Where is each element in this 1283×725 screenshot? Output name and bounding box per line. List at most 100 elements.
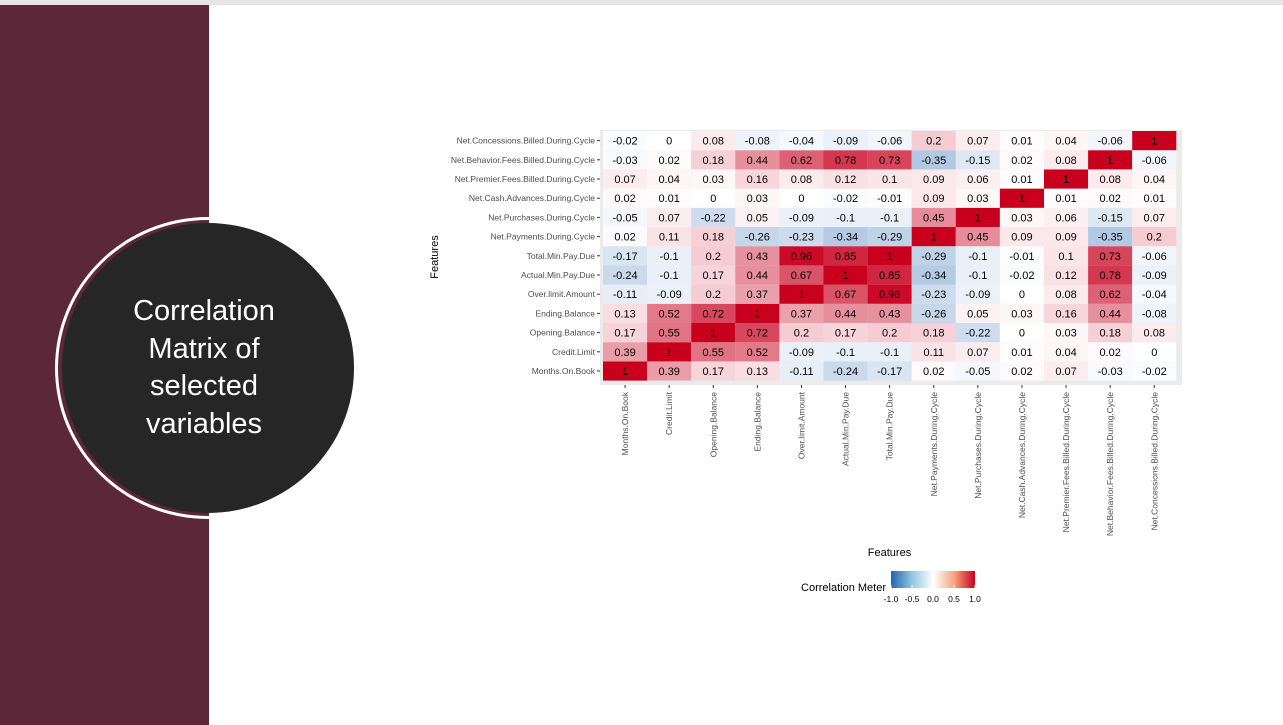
cell-value-label: -0.02 bbox=[1142, 366, 1167, 378]
heatmap-cell bbox=[1088, 188, 1133, 208]
cell-value-label: 0.08 bbox=[1055, 155, 1076, 167]
heatmap-cell bbox=[911, 265, 956, 285]
heatmap-cell bbox=[867, 284, 912, 304]
y-tick-label: Credit.Limit bbox=[552, 347, 596, 357]
cell-value-label: -0.26 bbox=[921, 308, 946, 320]
heatmap-cell bbox=[1088, 361, 1133, 381]
cell-value-label: -0.08 bbox=[745, 136, 770, 148]
heatmap-cell bbox=[735, 342, 780, 362]
cell-value-label: 0.96 bbox=[791, 251, 812, 263]
heatmap-cell bbox=[823, 150, 868, 170]
heatmap-cell bbox=[1044, 131, 1089, 151]
heatmap-cell bbox=[647, 323, 692, 343]
heatmap-cell bbox=[911, 303, 956, 323]
heatmap-cell bbox=[1088, 342, 1133, 362]
cell-value-label: -0.03 bbox=[613, 155, 638, 167]
cell-value-label: 0.03 bbox=[747, 193, 768, 205]
cell-value-label: 0.08 bbox=[703, 136, 724, 148]
cell-value-label: 1 bbox=[754, 308, 760, 320]
x-tick-label: Net.Cash.Advances.During.Cycle bbox=[1017, 392, 1027, 518]
cell-value-label: 0.73 bbox=[879, 155, 900, 167]
cell-value-label: 0.62 bbox=[1099, 289, 1120, 301]
legend-title: Correlation Meter bbox=[801, 582, 886, 594]
heatmap-cell bbox=[911, 207, 956, 227]
y-axis: Months.On.Book Credit.Limit Opening.Balanc… bbox=[451, 136, 600, 376]
heatmap-cell bbox=[691, 150, 736, 170]
heatmap-cell bbox=[823, 246, 868, 266]
cell-value-label: 1 bbox=[1019, 193, 1025, 205]
heatmap-cell bbox=[779, 246, 824, 266]
heatmap-cell bbox=[603, 361, 648, 381]
y-tick-label: Opening.Balance bbox=[530, 328, 595, 338]
heatmap-cell bbox=[999, 227, 1044, 247]
heatmap-cell bbox=[735, 303, 780, 323]
cell-value-label: -0.09 bbox=[965, 289, 990, 301]
heatmap-cell bbox=[867, 246, 912, 266]
heatmap-cell bbox=[999, 303, 1044, 323]
heatmap-cell bbox=[823, 323, 868, 343]
cell-value-label: -0.05 bbox=[965, 366, 990, 378]
heatmap-cell bbox=[603, 303, 648, 323]
heatmap-cell bbox=[999, 207, 1044, 227]
heatmap-cell bbox=[691, 246, 736, 266]
heatmap-cell bbox=[1132, 150, 1177, 170]
heatmap-cell bbox=[867, 188, 912, 208]
heatmap-cell bbox=[779, 303, 824, 323]
heatmap-cell bbox=[647, 227, 692, 247]
heatmap-cell bbox=[911, 246, 956, 266]
cell-value-label: 0.2 bbox=[926, 136, 941, 148]
heatmap-cell bbox=[911, 361, 956, 381]
heatmap-cell bbox=[1044, 284, 1089, 304]
cell-value-label: 0.37 bbox=[747, 289, 768, 301]
heatmap-cell bbox=[999, 169, 1044, 189]
heatmap-cell bbox=[1088, 227, 1133, 247]
cell-value-label: -0.03 bbox=[1098, 366, 1123, 378]
heatmap-cell bbox=[1132, 265, 1177, 285]
heatmap-cell bbox=[647, 265, 692, 285]
cell-value-label: 0.52 bbox=[658, 308, 679, 320]
cell-value-label: 0.17 bbox=[703, 366, 724, 378]
heatmap-cell bbox=[603, 131, 648, 151]
cell-value-label: -0.1 bbox=[880, 212, 899, 224]
heatmap-cell bbox=[1044, 207, 1089, 227]
cell-value-label: 0.44 bbox=[747, 270, 768, 282]
heatmap-cell bbox=[691, 303, 736, 323]
cell-value-label: 0.44 bbox=[747, 155, 768, 167]
heatmap-cell bbox=[735, 169, 780, 189]
cell-value-label: -0.09 bbox=[1142, 270, 1167, 282]
cell-value-label: 0.18 bbox=[703, 155, 724, 167]
cell-value-label: -0.34 bbox=[833, 232, 858, 244]
heatmap-cell bbox=[735, 227, 780, 247]
heatmap-cell bbox=[1088, 265, 1133, 285]
cell-value-label: -0.34 bbox=[921, 270, 946, 282]
cell-value-label: 0.78 bbox=[1099, 270, 1120, 282]
heatmap-cell bbox=[823, 131, 868, 151]
cell-value-label: 0.39 bbox=[614, 347, 635, 359]
cell-value-label: 0.12 bbox=[835, 174, 856, 186]
cell-value-label: 0.07 bbox=[967, 136, 988, 148]
cell-value-label: -0.23 bbox=[921, 289, 946, 301]
cell-value-label: 0.04 bbox=[658, 174, 679, 186]
cell-value-label: 0.03 bbox=[1011, 308, 1032, 320]
heatmap-cell bbox=[779, 188, 824, 208]
cell-value-label: 1 bbox=[842, 270, 848, 282]
cell-value-label: -0.29 bbox=[921, 251, 946, 263]
cell-value-label: 0.43 bbox=[879, 308, 900, 320]
legend-tick-label: 0.5 bbox=[948, 594, 960, 604]
cell-value-label: 1 bbox=[710, 328, 716, 340]
cell-value-label: 0.44 bbox=[1099, 308, 1120, 320]
cell-value-label: 0.08 bbox=[791, 174, 812, 186]
x-tick-label: Total.Min.Pay.Due bbox=[885, 392, 895, 461]
y-tick-label: Total.Min.Pay.Due bbox=[527, 251, 596, 261]
heatmap-cell bbox=[603, 227, 648, 247]
heatmap-cell bbox=[735, 131, 780, 151]
cell-value-label: 1 bbox=[798, 289, 804, 301]
cell-value-label: 0.07 bbox=[1055, 366, 1076, 378]
heatmap-cell bbox=[1044, 303, 1089, 323]
cell-value-label: -0.1 bbox=[836, 212, 855, 224]
cell-value-label: 0.45 bbox=[967, 232, 988, 244]
heatmap-cell bbox=[1044, 323, 1089, 343]
cell-value-label: -0.06 bbox=[1142, 251, 1167, 263]
title-disc: Correlation Matrix of selected variables bbox=[62, 223, 354, 513]
x-tick-label: Credit.Limit bbox=[664, 391, 674, 435]
